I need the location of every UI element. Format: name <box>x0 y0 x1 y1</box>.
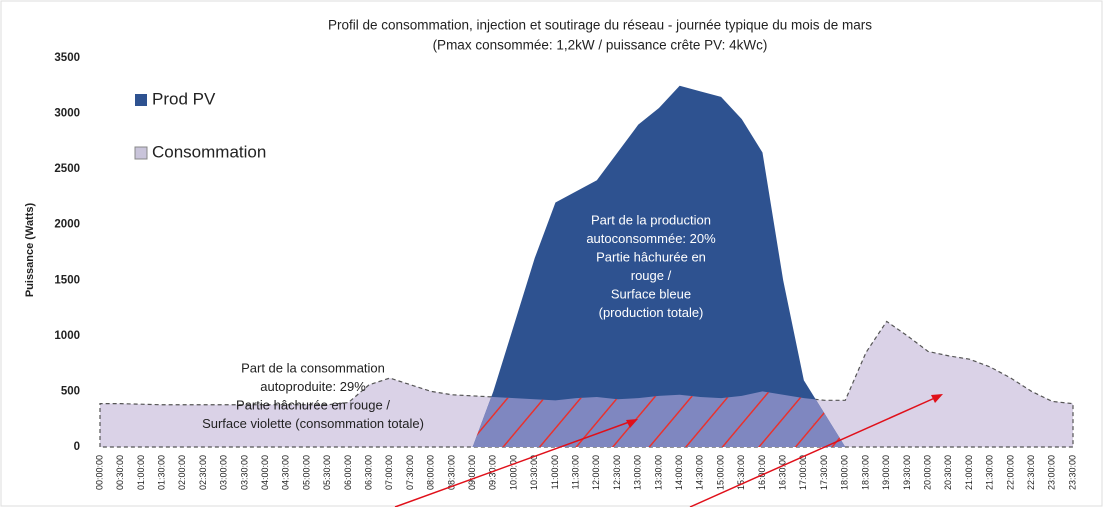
annotation: (production totale) <box>599 305 704 320</box>
x-tick-label: 00:30:00 <box>115 455 125 490</box>
x-tick-label: 03:30:00 <box>239 455 249 490</box>
arrow-head <box>626 419 638 428</box>
legend-label: Prod PV <box>152 89 216 108</box>
y-tick-label: 500 <box>61 385 80 397</box>
x-tick-label: 18:00:00 <box>840 455 850 490</box>
y-tick-label: 3000 <box>54 108 80 120</box>
x-tick-label: 05:30:00 <box>322 455 332 490</box>
annotation: Part de la production <box>591 212 711 227</box>
x-tick-label: 22:30:00 <box>1026 455 1036 490</box>
x-tick-label: 13:00:00 <box>633 455 643 490</box>
x-tick-label: 01:30:00 <box>156 455 166 490</box>
y-tick-label: 3500 <box>54 52 80 64</box>
x-tick-label: 07:00:00 <box>384 455 394 490</box>
x-tick-label: 16:30:00 <box>778 455 788 490</box>
x-tick-label: 09:30:00 <box>488 455 498 490</box>
x-tick-label: 10:00:00 <box>508 455 518 490</box>
x-tick-label: 20:00:00 <box>922 455 932 490</box>
x-tick-label: 15:30:00 <box>736 455 746 490</box>
x-tick-label: 07:30:00 <box>405 455 415 490</box>
x-tick-label: 02:30:00 <box>198 455 208 490</box>
area-prod-pv <box>100 85 1073 448</box>
x-tick-label: 00:00:00 <box>94 455 104 490</box>
x-tick-label: 08:00:00 <box>426 455 436 490</box>
x-tick-label: 14:00:00 <box>674 455 684 490</box>
legend-label: Consommation <box>152 142 266 161</box>
x-tick-label: 06:30:00 <box>364 455 374 490</box>
x-tick-label: 17:00:00 <box>798 455 808 490</box>
x-tick-label: 23:30:00 <box>1067 455 1077 490</box>
annotation: Part de la consommation <box>241 360 385 375</box>
x-tick-label: 21:00:00 <box>964 455 974 490</box>
y-axis-label: Puissance (Watts) <box>24 202 36 297</box>
x-tick-label: 12:30:00 <box>612 455 622 490</box>
arrow-head <box>931 394 943 403</box>
annotation: Partie hâchurée en <box>596 249 706 264</box>
x-tick-label: 05:00:00 <box>301 455 311 490</box>
y-tick-label: 2000 <box>54 219 80 231</box>
chart-subtitle: (Pmax consommée: 1,2kW / puissance crête… <box>433 38 768 53</box>
annotation: Surface violette (consommation totale) <box>202 416 424 431</box>
x-tick-label: 23:00:00 <box>1047 455 1057 490</box>
x-tick-label: 11:30:00 <box>571 455 581 489</box>
x-tick-label: 15:00:00 <box>715 455 725 490</box>
y-tick-label: 0 <box>74 441 80 453</box>
annotation: Partie hâchurée en rouge / <box>236 397 390 412</box>
x-tick-label: 17:30:00 <box>819 455 829 490</box>
x-tick-label: 20:30:00 <box>943 455 953 490</box>
arrow <box>394 420 633 508</box>
x-tick-label: 02:00:00 <box>177 455 187 490</box>
annotation: Surface bleue <box>611 286 691 301</box>
x-tick-label: 04:00:00 <box>260 455 270 490</box>
x-tick-label: 09:00:00 <box>467 455 477 490</box>
x-tick-label: 06:00:00 <box>343 455 353 490</box>
x-tick-label: 21:30:00 <box>985 455 995 490</box>
annotation: autoproduite: 29% <box>260 379 366 394</box>
x-tick-label: 04:30:00 <box>281 455 291 490</box>
x-tick-label: 19:00:00 <box>881 455 891 490</box>
x-tick-label: 13:30:00 <box>653 455 663 490</box>
x-tick-label: 16:00:00 <box>757 455 767 490</box>
y-tick-label: 2500 <box>54 163 80 175</box>
x-tick-label: 10:30:00 <box>529 455 539 490</box>
arrow <box>689 396 938 508</box>
x-tick-label: 03:00:00 <box>219 455 229 490</box>
legend-swatch <box>134 146 148 160</box>
x-tick-label: 08:30:00 <box>446 455 456 490</box>
x-tick-label: 18:30:00 <box>860 455 870 490</box>
annotation: rouge / <box>631 268 672 283</box>
y-tick-label: 1500 <box>54 274 80 286</box>
x-tick-label: 22:00:00 <box>1005 455 1015 490</box>
plot: 0 500 1000 1500 2000 2500 3000 3500 00:00:00 00:3… <box>54 52 1077 490</box>
area-consommation <box>99 320 1074 448</box>
x-tick-label: 01:00:00 <box>136 455 146 490</box>
chart-title: Profil de consommation, injection et sou… <box>328 18 872 33</box>
x-tick-label: 12:00:00 <box>591 455 601 490</box>
y-tick-label: 1000 <box>54 330 80 342</box>
x-tick-label: 11:00:00 <box>550 455 560 489</box>
legend-swatch <box>135 94 147 106</box>
x-tick-label: 19:30:00 <box>902 455 912 490</box>
x-tick-label: 14:30:00 <box>695 455 705 490</box>
annotation: autoconsommée: 20% <box>586 231 716 246</box>
